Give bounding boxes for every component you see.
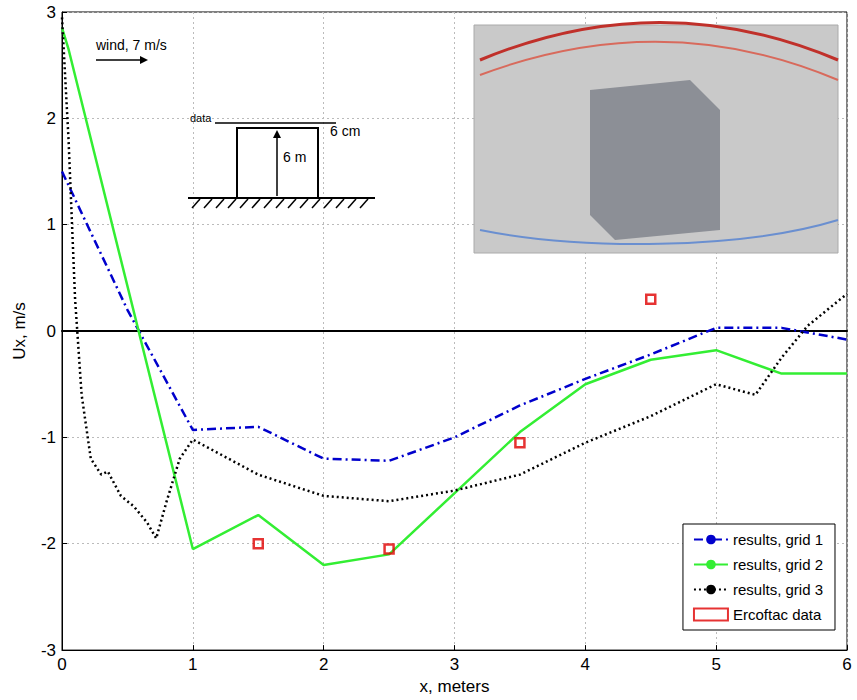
svg-text:wind, 7 m/s: wind, 7 m/s [95, 37, 167, 53]
svg-text:-1: -1 [41, 428, 56, 447]
svg-text:1: 1 [47, 215, 56, 234]
svg-text:results, grid 2: results, grid 2 [733, 556, 823, 573]
svg-text:0: 0 [47, 322, 56, 341]
svg-text:2: 2 [319, 655, 328, 674]
svg-text:5: 5 [711, 655, 720, 674]
svg-text:6 cm: 6 cm [330, 123, 360, 139]
svg-text:results, grid 1: results, grid 1 [733, 531, 823, 548]
svg-text:0: 0 [57, 655, 66, 674]
svg-text:4: 4 [581, 655, 590, 674]
svg-text:results, grid 3: results, grid 3 [733, 581, 823, 598]
svg-text:6: 6 [842, 655, 851, 674]
svg-text:Ux, m/s: Ux, m/s [10, 302, 29, 360]
svg-text:-3: -3 [41, 641, 56, 660]
svg-text:3: 3 [47, 3, 56, 22]
svg-text:x, meters: x, meters [420, 677, 490, 696]
svg-text:data: data [190, 112, 212, 124]
svg-text:-2: -2 [41, 534, 56, 553]
svg-text:1: 1 [188, 655, 197, 674]
svg-text:2: 2 [47, 109, 56, 128]
svg-text:Ercoftac data: Ercoftac data [733, 606, 822, 623]
svg-text:6 m: 6 m [283, 149, 306, 165]
svg-text:3: 3 [450, 655, 459, 674]
